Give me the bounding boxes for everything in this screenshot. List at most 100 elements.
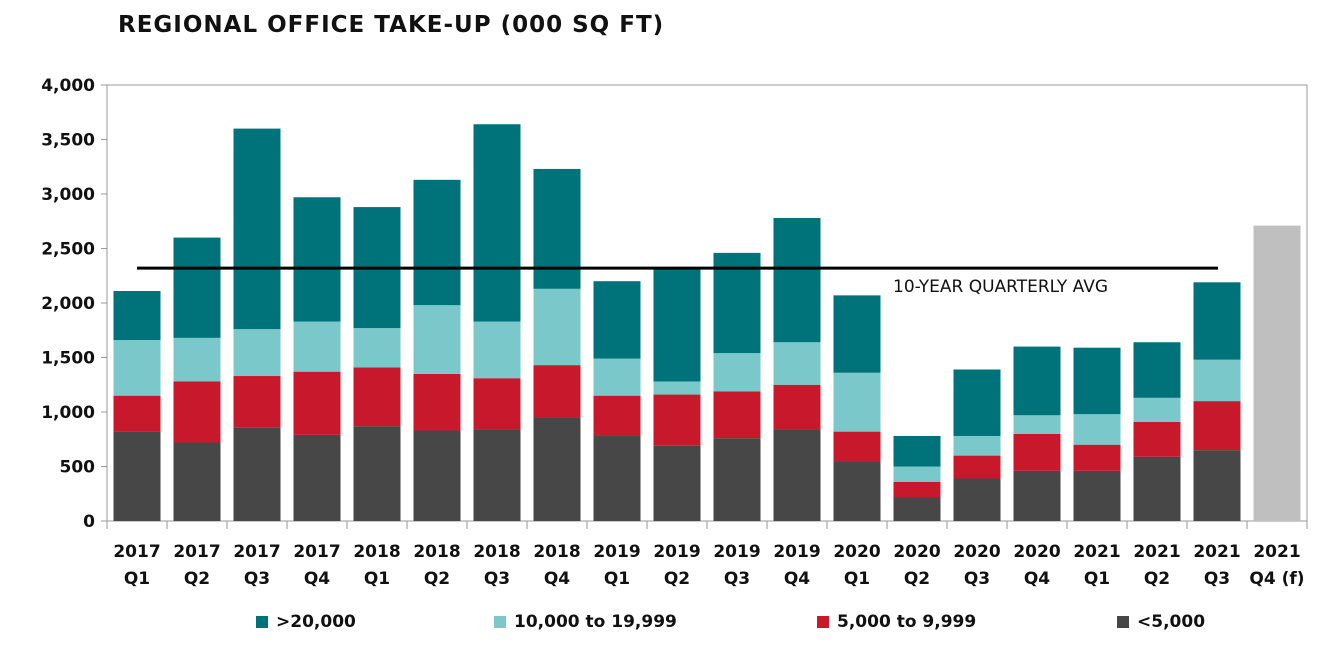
legend-swatch [817,616,829,628]
x-tick-label-quarter: Q4 [784,569,810,589]
x-tick-label-quarter: Q4 [304,569,330,589]
bar-segment [113,340,161,396]
legend-label: >20,000 [276,612,356,632]
x-tick-label-year: 2021 [1073,542,1120,562]
x-tick-label-year: 2018 [533,542,580,562]
x-tick-label-year: 2020 [893,542,940,562]
bar-segment [233,376,281,428]
legend-label: 10,000 to 19,999 [514,612,677,632]
x-tick-label-quarter: Q4 (f) [1249,569,1304,589]
bar-segment [893,481,941,498]
chart-plot: 0 500 1,000 1,500 2,000 2,500 3,000 3,500 4,000 2… [41,76,1308,589]
bar-segment [1013,470,1061,521]
bar-segment [233,329,281,377]
legend-label: 5,000 to 9,999 [837,612,977,632]
bar-segment [773,217,821,343]
x-tick-label-quarter: Q1 [364,569,390,589]
chart-title: REGIONAL OFFICE TAKE-UP (000 SQ FT) [118,12,665,38]
bar-segment [473,124,521,322]
bar-segment [653,381,701,395]
y-tick-label: 2,500 [41,240,95,260]
x-tick-label-quarter: Q2 [424,569,450,589]
y-tick-label: 1,000 [41,403,95,423]
bar-segment [1073,414,1121,445]
x-tick-label-quarter: Q4 [1024,569,1050,589]
y-tick-label: 1,500 [41,349,95,369]
bar-segment [533,168,581,289]
legend-swatch [256,616,268,628]
bar-segment [233,128,281,330]
x-tick-label-year: 2020 [1013,542,1060,562]
bar-segment [293,434,341,521]
bar-segment [233,427,281,521]
bar-segment [1073,444,1121,471]
legend-item-10000-to-19999: 10,000 to 19,999 [494,612,677,632]
x-tick-label-year: 2017 [233,542,280,562]
average-line-label: 10-YEAR QUARTERLY AVG [893,277,1108,297]
bar-segment [593,358,641,396]
x-tick-label-year: 2019 [773,542,820,562]
bar-segment [953,455,1001,479]
bar-segment [473,321,521,379]
bar-segment [953,435,1001,456]
x-tick-label-year: 2019 [713,542,760,562]
bar-segment [893,435,941,467]
bar-segment [173,237,221,338]
bar-segment [593,281,641,359]
bar-segment [533,288,581,366]
bar-segment [833,372,881,432]
x-tick-label-quarter: Q1 [844,569,870,589]
bar-segment [653,394,701,446]
bar-segment [713,438,761,521]
bar-segment [533,365,581,418]
bar-segment [413,430,461,521]
forecast-bar [1253,225,1301,522]
bar-segment [953,369,1001,436]
x-tick-label-year: 2018 [473,542,520,562]
bar-segment [653,269,701,382]
x-tick-label-year: 2021 [1253,542,1300,562]
bar-segment [173,442,221,521]
y-tick-label: 3,000 [41,185,95,205]
bar-segment [893,497,941,521]
bar-segment [1133,397,1181,422]
bar-segment [1013,346,1061,416]
bar-segment [413,373,461,431]
x-tick-label-quarter: Q3 [964,569,990,589]
bar-segment [773,429,821,521]
bar-segment [953,478,1001,521]
x-tick-label-quarter: Q4 [544,569,570,589]
x-tick-label-quarter: Q2 [1144,569,1170,589]
x-tick-label-year: 2017 [293,542,340,562]
y-tick-label: 4,000 [41,76,95,96]
bar-segment [113,291,161,341]
y-tick-label: 0 [83,512,95,532]
bar-segment [593,435,641,521]
y-tick-label: 3,500 [41,131,95,151]
x-tick-label-year: 2020 [833,542,880,562]
bar-segment [833,461,881,521]
x-tick-label-year: 2019 [653,542,700,562]
x-tick-label-year: 2021 [1133,542,1180,562]
bar-segment [473,378,521,430]
x-tick-label-year: 2017 [113,542,160,562]
x-tick-label-quarter: Q1 [1084,569,1110,589]
bar-segment [713,391,761,439]
bar-segment [1073,470,1121,521]
x-tick-label-year: 2018 [413,542,460,562]
bar-segment [113,431,161,521]
bar-segment [173,381,221,443]
bar-segment [773,384,821,430]
x-tick-label-quarter: Q3 [1204,569,1230,589]
bar-segment [1073,347,1121,415]
x-tick-label-year: 2017 [173,542,220,562]
bar-segment [1013,415,1061,434]
bar-segment [533,417,581,521]
bar-segment [893,466,941,482]
bar-segment [293,321,341,372]
x-tick-label-year: 2018 [353,542,400,562]
legend-swatch [494,616,506,628]
bar-segment [353,367,401,427]
bar-segment [353,426,401,521]
bar-segment [593,395,641,436]
